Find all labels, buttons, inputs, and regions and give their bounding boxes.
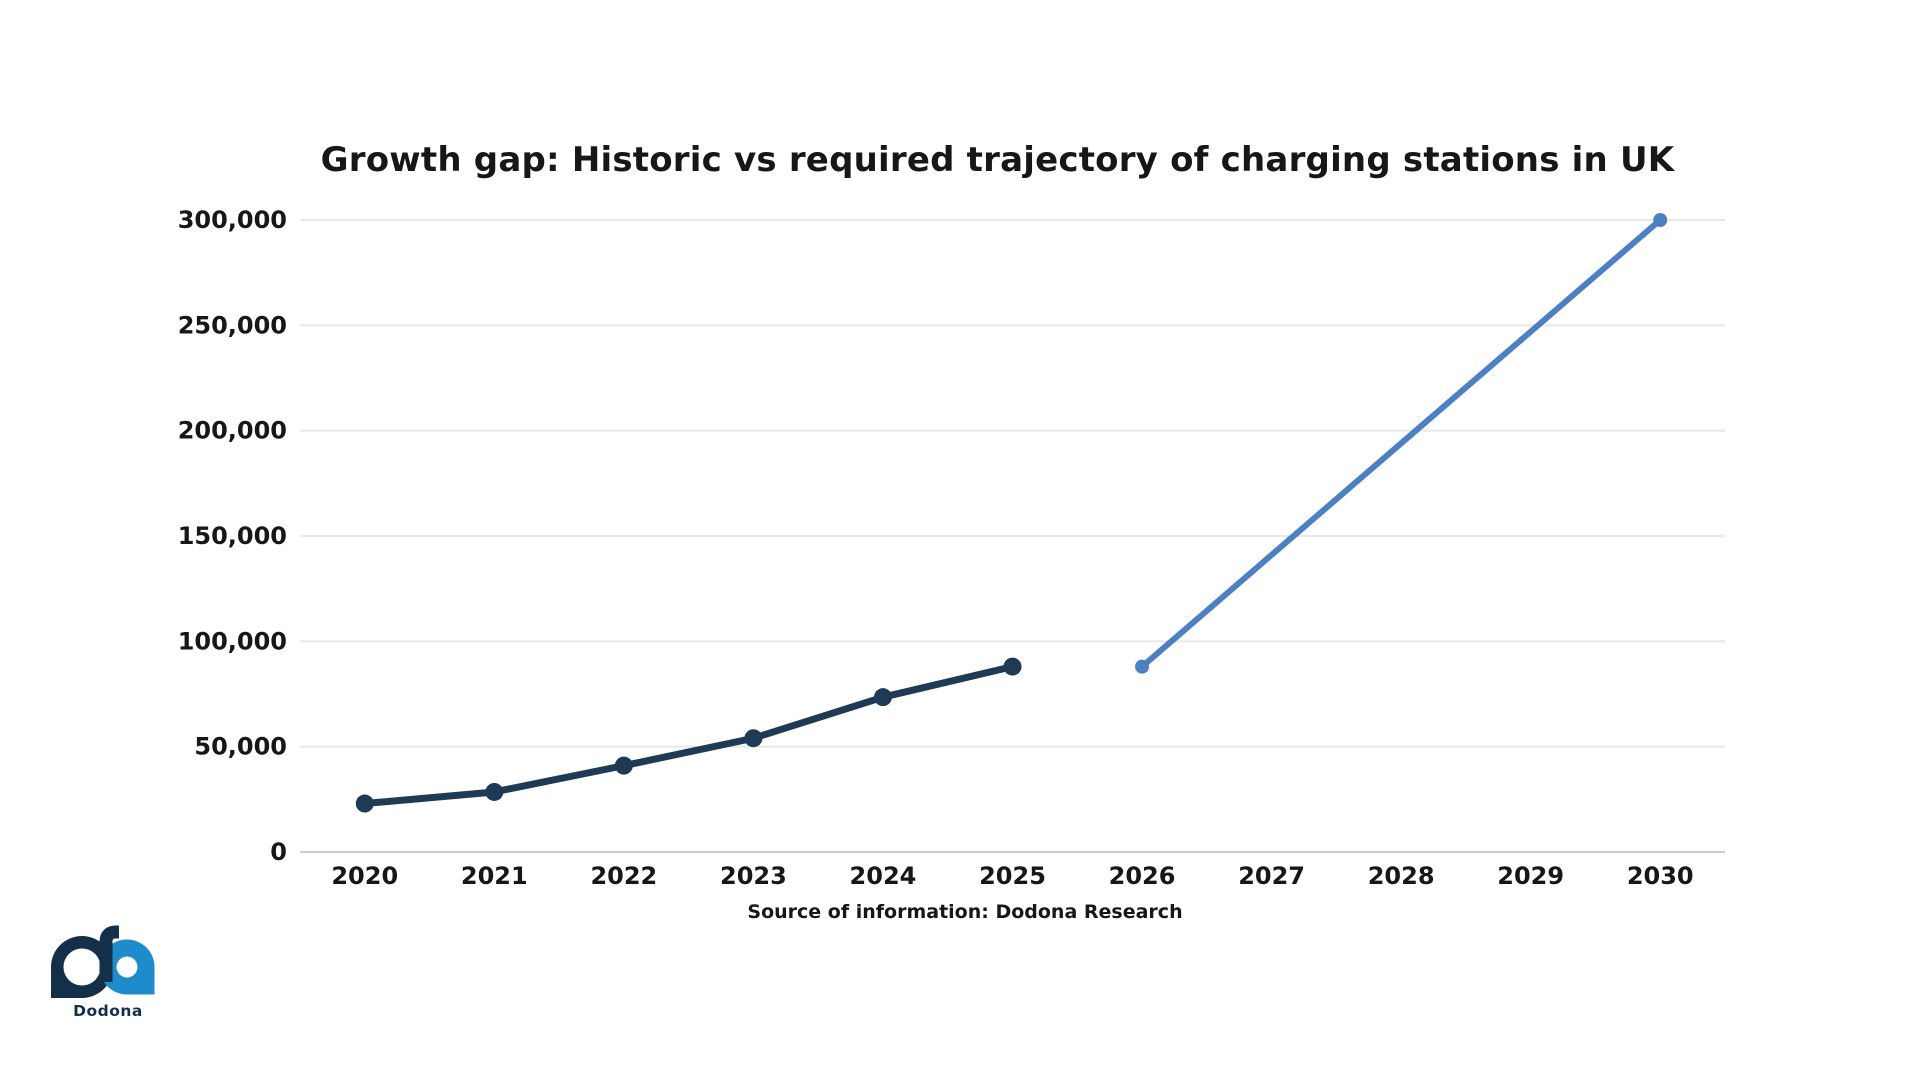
y-axis-tick-label: 0 (270, 838, 287, 866)
y-axis-tick-label: 100,000 (178, 627, 287, 655)
x-axis-tick-label: 2026 (1109, 862, 1176, 890)
data-point (1003, 657, 1022, 676)
x-axis-tick-label: 2025 (979, 862, 1046, 890)
x-axis-tick-label: 2028 (1368, 862, 1435, 890)
x-axis-tick-label: 2030 (1627, 862, 1694, 890)
y-axis-tick-label: 300,000 (178, 206, 287, 234)
data-point (485, 782, 504, 801)
y-axis-tick-label: 200,000 (178, 417, 287, 445)
logo-wordmark: Dodona (73, 1002, 143, 1020)
logo-d-ascender (99, 925, 119, 982)
required-trajectory-line (1139, 217, 1664, 670)
x-axis-tick-label: 2027 (1238, 862, 1305, 890)
logo-a-counter (116, 956, 138, 978)
data-point (873, 688, 892, 707)
y-axis-tick-label: 250,000 (178, 311, 287, 339)
x-axis-tick-label: 2021 (461, 862, 528, 890)
source-note: Source of information: Dodona Research (747, 901, 1183, 923)
x-axis-tick-label: 2020 (331, 862, 398, 890)
x-axis-tick-label: 2023 (720, 862, 787, 890)
x-axis-tick-label: 2022 (590, 862, 657, 890)
x-axis-tick-label: 2029 (1497, 862, 1564, 890)
data-point (355, 794, 374, 813)
historic-line (361, 663, 1016, 808)
dodona-logo: Dodona (48, 918, 178, 1028)
y-axis-tick-label: 50,000 (194, 733, 287, 761)
dodona-logo-icon: Dodona (51, 925, 155, 1020)
chart-title: Growth gap: Historic vs required traject… (320, 140, 1675, 180)
logo-d-counter (63, 948, 101, 986)
x-axis-tick-label: 2024 (850, 862, 917, 890)
data-point (1135, 659, 1150, 674)
data-point (614, 756, 633, 775)
y-axis-tick-label: 150,000 (178, 522, 287, 550)
data-point (744, 729, 763, 748)
data-point (1653, 213, 1668, 227)
